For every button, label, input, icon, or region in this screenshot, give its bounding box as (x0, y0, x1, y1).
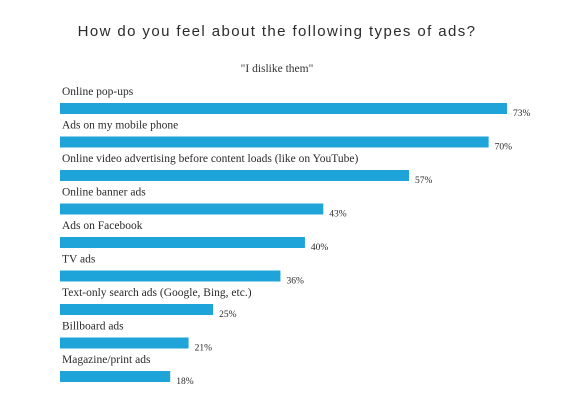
value-label: 43% (329, 210, 347, 220)
value-label: 40% (311, 243, 329, 253)
value-label: 25% (219, 310, 237, 320)
chart-title: How do you feel about the following type… (78, 23, 477, 40)
bar (60, 304, 214, 315)
chart-subtitle: "I dislike them" (241, 63, 314, 75)
category-label: Ads on my mobile phone (62, 120, 178, 132)
value-label: 57% (415, 176, 433, 186)
bar (60, 371, 171, 382)
bar (60, 270, 281, 282)
bar (60, 136, 489, 148)
category-label: Billboard ads (62, 321, 124, 333)
value-label: 36% (286, 277, 304, 287)
category-label: Ads on Facebook (62, 220, 143, 232)
value-label: 18% (176, 377, 194, 387)
category-label: Online video advertising before content … (62, 153, 358, 165)
category-label: Text-only search ads (Google, Bing, etc.… (62, 287, 252, 299)
bar (60, 237, 305, 248)
bar-group: Online pop-ups 73% Ads on my mobile phone 7… (60, 86, 531, 387)
value-label: 21% (195, 344, 213, 354)
value-label: 70% (495, 143, 513, 153)
category-label: Magazine/print ads (62, 354, 151, 366)
bar (60, 170, 410, 181)
bar (60, 103, 507, 114)
bar (60, 203, 324, 215)
value-label: 73% (513, 109, 531, 119)
category-label: TV ads (62, 254, 96, 266)
category-label: Online banner ads (62, 187, 146, 199)
category-label: Online pop-ups (62, 86, 134, 98)
bar (60, 337, 189, 349)
